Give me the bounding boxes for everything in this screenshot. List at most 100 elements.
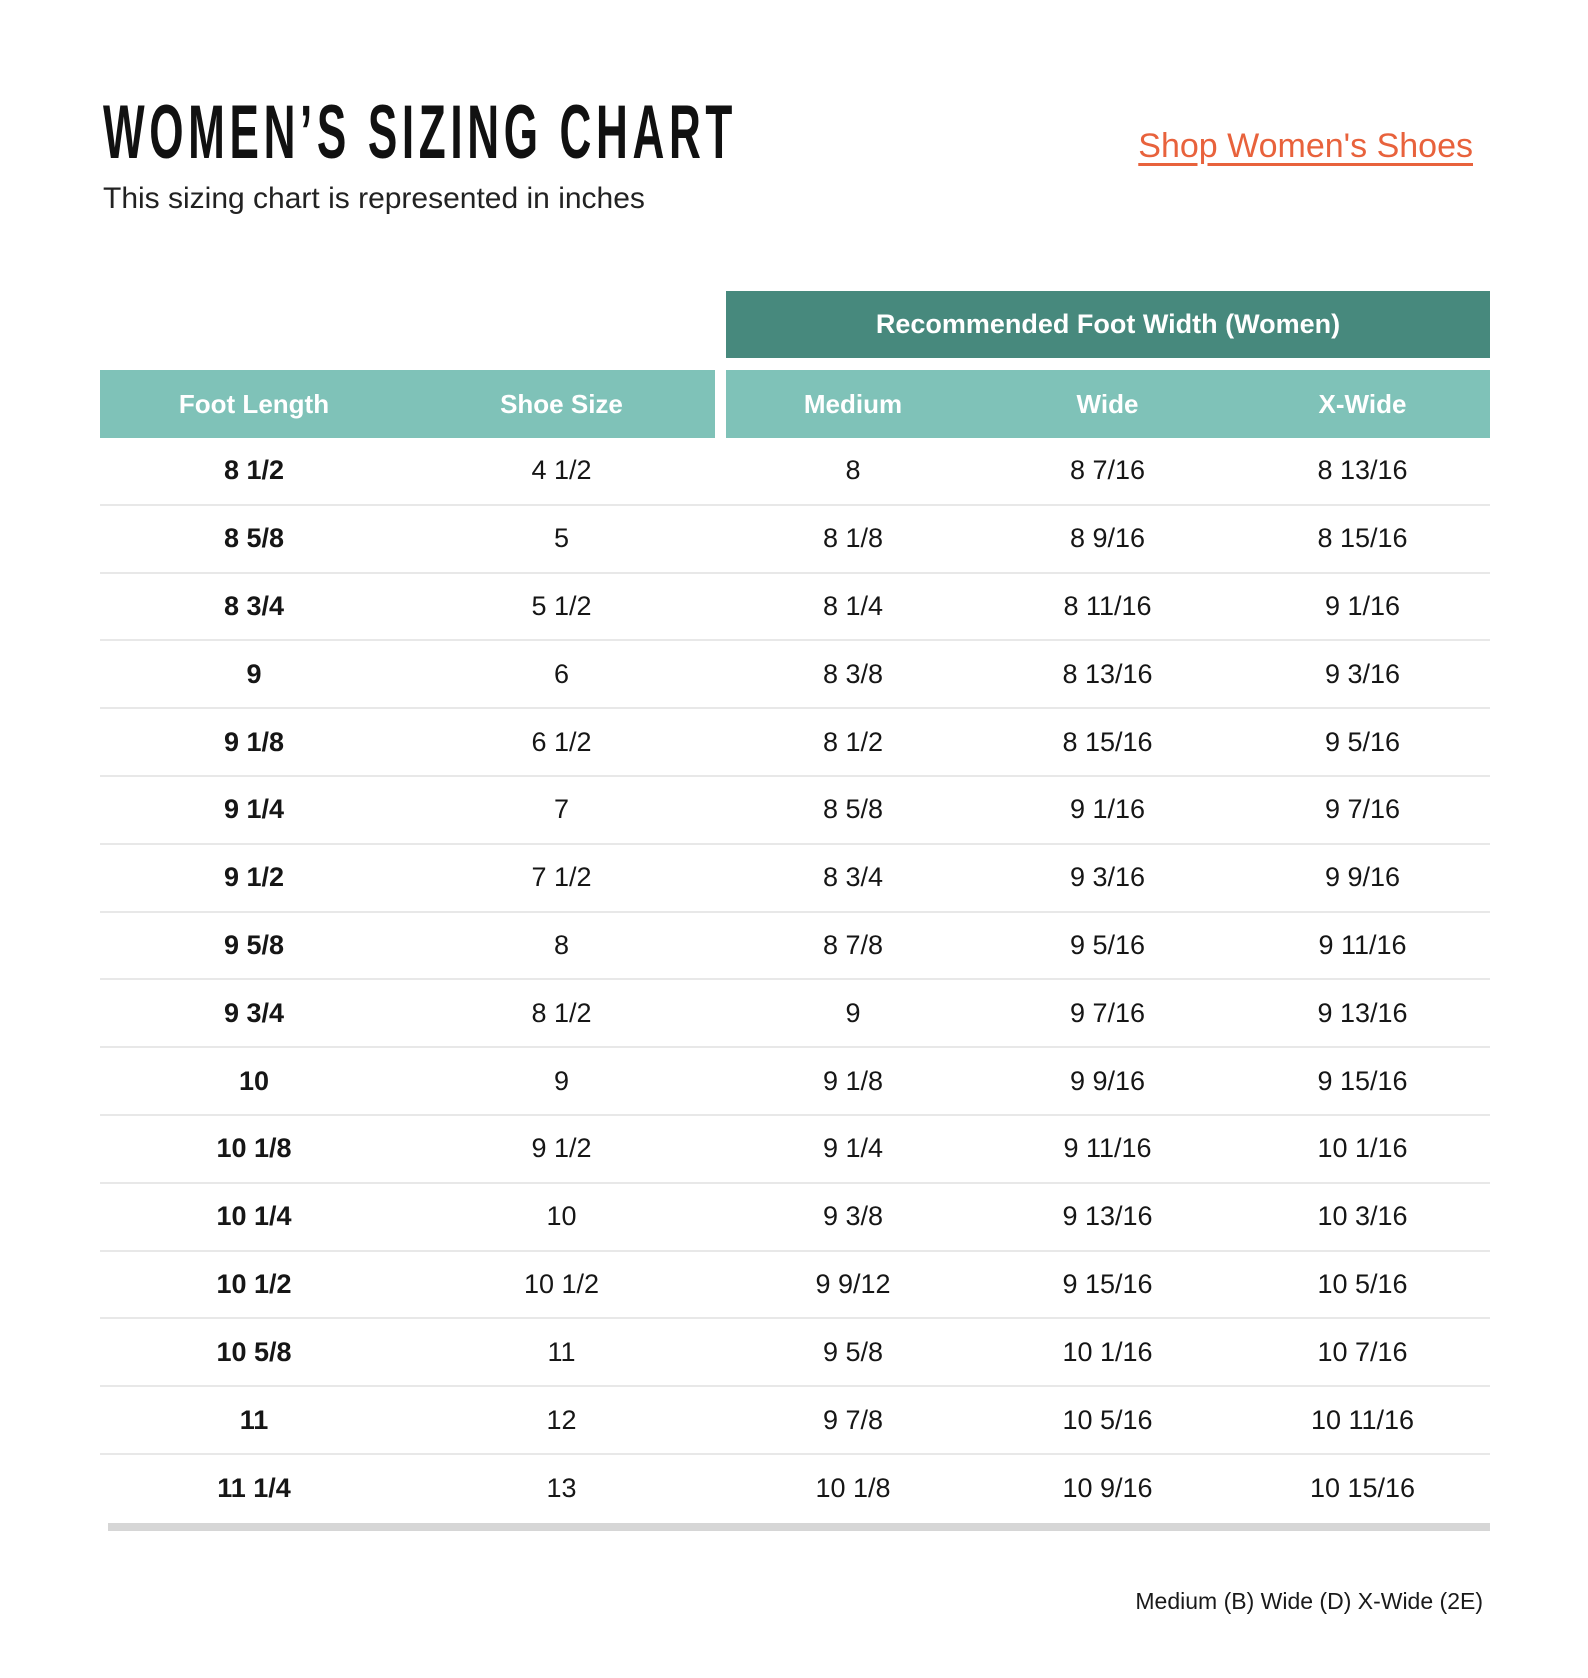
column-group-gap	[715, 912, 726, 979]
table-cell: 8 1/4	[822, 590, 884, 621]
column-header-medium: Medium	[726, 370, 980, 438]
table-body: 8 1/2 4 1/2 8 8 7/16 8 13/16 8 5/8 5 8 1/8 8 9/1…	[100, 438, 1490, 1523]
table-row: 10 9 9 1/8 9 9/16 9 15/16	[100, 1048, 1490, 1116]
table-cell: 9 1/2	[531, 1133, 592, 1164]
table-cell: 9 1/8	[223, 726, 285, 757]
table-cell: 9 7/8	[822, 1404, 884, 1435]
column-group-gap	[715, 370, 726, 438]
table-cell: 9 5/16	[1069, 929, 1146, 960]
page-title: WOMEN’S SIZING CHART	[103, 90, 737, 175]
table-row: 10 5/8 11 9 5/8 10 1/16 10 7/16	[100, 1319, 1490, 1388]
shop-womens-shoes-link[interactable]: Shop Women's Shoes	[1138, 127, 1473, 165]
table-row: 8 3/4 5 1/2 8 1/4 8 11/16 9 1/16	[100, 573, 1490, 642]
table-cell: 10 1/4	[216, 1201, 292, 1232]
table-cell: 10 1/16	[1317, 1133, 1408, 1164]
table-cell: 10 7/16	[1317, 1336, 1408, 1367]
table-cell: 8 5/8	[822, 794, 884, 825]
table-cell: 10 15/16	[1309, 1473, 1416, 1504]
table-cell: 9 11/16	[1063, 1133, 1152, 1164]
table-cell: 8 3/8	[822, 658, 884, 689]
column-group-gap	[715, 505, 726, 572]
table-cell: 10 5/16	[1062, 1404, 1153, 1435]
table-cell: 11	[239, 1404, 269, 1435]
table-cell: 8 11/16	[1063, 590, 1152, 621]
column-header-foot-length: Foot Length	[100, 370, 408, 438]
table-row: 11 1/4 13 10 1/8 10 9/16 10 15/16	[100, 1454, 1490, 1523]
column-group-gap	[715, 1048, 726, 1114]
table-cell: 10 1/2	[216, 1268, 292, 1299]
table-cell: 9 1/4	[223, 794, 285, 825]
table-cell: 10 1/8	[815, 1473, 891, 1504]
column-group-gap	[715, 1454, 726, 1523]
table-bottom-rule	[108, 1522, 1490, 1531]
table-cell: 9 3/8	[822, 1201, 884, 1232]
column-group-gap	[715, 438, 726, 504]
table-cell: 8 15/16	[1062, 726, 1153, 757]
column-header-shoe-size: Shoe Size	[408, 370, 715, 438]
table-cell: 8 3/4	[822, 862, 884, 893]
table-cell: 9	[553, 1065, 570, 1096]
width-legend-footnote: Medium (B) Wide (D) X-Wide (2E)	[1135, 1588, 1483, 1614]
table-cell: 9 15/16	[1317, 1065, 1408, 1096]
table-cell: 9 1/8	[822, 1065, 884, 1096]
table-cell: 8 1/8	[822, 523, 884, 554]
column-group-gap	[715, 776, 726, 843]
table-cell: 13	[546, 1473, 577, 1504]
table-cell: 9 5/8	[223, 929, 285, 960]
table-cell: 9 7/16	[1069, 997, 1146, 1028]
table-cell: 8 13/16	[1317, 455, 1408, 486]
table-cell: 10 5/8	[216, 1336, 292, 1367]
table-cell: 9 11/16	[1318, 929, 1407, 960]
column-group-gap	[715, 1251, 726, 1318]
table-cell: 9 5/8	[822, 1336, 884, 1367]
table-cell: 8 7/16	[1069, 455, 1146, 486]
table-row: 9 3/4 8 1/2 9 9 7/16 9 13/16	[100, 980, 1490, 1049]
table-row: 8 5/8 5 8 1/8 8 9/16 8 15/16	[100, 505, 1490, 574]
table-row: 9 5/8 8 8 7/8 9 5/16 9 11/16	[100, 912, 1490, 981]
table-cell: 9 9/16	[1069, 1065, 1146, 1096]
table-row: 9 1/8 6 1/2 8 1/2 8 15/16 9 5/16	[100, 709, 1490, 777]
table-row: 10 1/2 10 1/2 9 9/12 9 15/16 10 5/16	[100, 1251, 1490, 1320]
table-cell: 5	[553, 523, 570, 554]
group-header-recommended-foot-width: Recommended Foot Width (Women)	[726, 291, 1490, 358]
table-cell: 8 3/4	[223, 590, 285, 621]
table-cell: 5 1/2	[531, 590, 592, 621]
table-cell: 8 9/16	[1069, 523, 1146, 554]
table-cell: 10	[546, 1201, 577, 1232]
column-group-gap	[715, 1319, 726, 1386]
column-header-row: Foot Length Shoe Size Medium Wide X-Wide	[100, 370, 1490, 438]
table-cell: 10	[238, 1065, 270, 1096]
table-cell: 9 1/2	[223, 862, 285, 893]
table-cell: 11 1/4	[217, 1473, 291, 1504]
table-cell: 12	[546, 1404, 577, 1435]
table-cell: 9 9/12	[815, 1268, 891, 1299]
table-cell: 6 1/2	[531, 726, 592, 757]
table-cell: 10 5/16	[1317, 1268, 1408, 1299]
column-header-x-wide: X-Wide	[1235, 370, 1490, 438]
table-cell: 7 1/2	[531, 862, 592, 893]
group-header-gap	[100, 358, 1490, 370]
table-row: 9 1/2 7 1/2 8 3/4 9 3/16 9 9/16	[100, 844, 1490, 913]
table-cell: 9 1/4	[822, 1133, 884, 1164]
column-group-gap	[715, 641, 726, 708]
column-group-gap	[715, 709, 726, 775]
table-row: 9 1/4 7 8 5/8 9 1/16 9 7/16	[100, 776, 1490, 845]
table-row: 10 1/8 9 1/2 9 1/4 9 11/16 10 1/16	[100, 1115, 1490, 1184]
table-cell: 8 1/2	[531, 997, 592, 1028]
column-header-wide: Wide	[980, 370, 1235, 438]
table-cell: 8 15/16	[1317, 523, 1408, 554]
column-group-gap	[715, 573, 726, 640]
column-group-gap	[715, 1387, 726, 1453]
table-cell: 10 1/8	[216, 1133, 292, 1164]
table-cell: 10 11/16	[1310, 1404, 1415, 1435]
table-cell: 8 5/8	[223, 523, 285, 554]
table-cell: 9 5/16	[1324, 726, 1401, 757]
table-cell: 9 13/16	[1317, 997, 1408, 1028]
table-cell: 10 3/16	[1317, 1201, 1408, 1232]
table-cell: 8 7/8	[822, 929, 884, 960]
table-cell: 9 1/16	[1069, 794, 1146, 825]
column-group-gap	[715, 980, 726, 1047]
column-group-gap	[715, 1115, 726, 1182]
table-row: 10 1/4 10 9 3/8 9 13/16 10 3/16	[100, 1183, 1490, 1252]
table-cell: 9 3/4	[223, 997, 285, 1028]
